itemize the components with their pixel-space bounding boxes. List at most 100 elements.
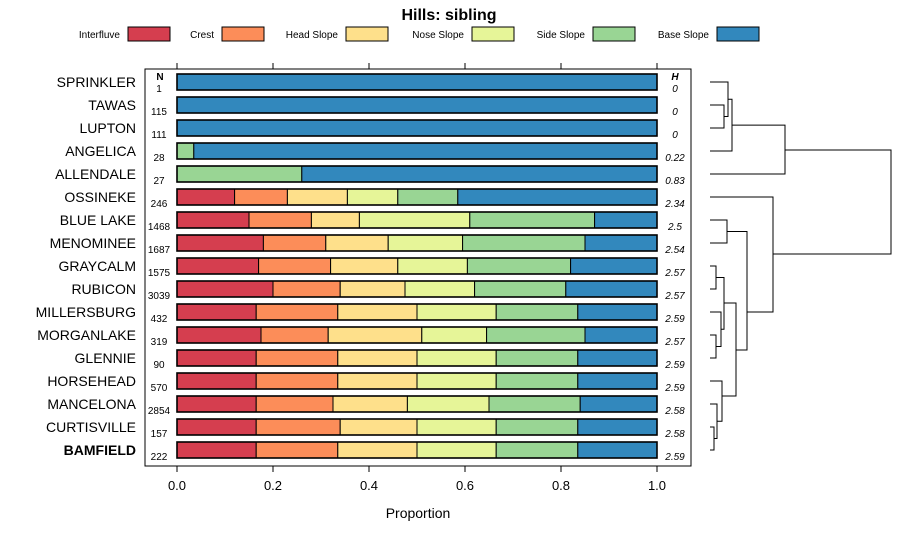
bar-segment bbox=[176, 395, 257, 413]
row-label: BLUE LAKE bbox=[60, 212, 136, 228]
legend-swatch bbox=[471, 26, 515, 42]
bar-segment bbox=[255, 372, 339, 390]
row-label: ANGELICA bbox=[65, 143, 136, 159]
bar-segment bbox=[176, 211, 250, 229]
bar-segment bbox=[176, 280, 274, 298]
n-value: 2854 bbox=[148, 406, 171, 417]
bar-segment bbox=[330, 257, 399, 275]
dendrogram-branch bbox=[710, 104, 725, 129]
bar-segment bbox=[495, 349, 579, 367]
legend-swatch bbox=[592, 26, 636, 42]
n-value: 115 bbox=[151, 107, 167, 118]
bar-segment bbox=[262, 234, 327, 252]
x-axis-label: Proportion bbox=[386, 505, 451, 521]
legend-swatch bbox=[127, 26, 171, 42]
bar-segment bbox=[176, 441, 257, 459]
row-label: SPRINKLER bbox=[57, 74, 136, 90]
h-value: 0.83 bbox=[665, 176, 685, 187]
h-value: 2.59 bbox=[664, 383, 685, 394]
bar-segment bbox=[469, 211, 596, 229]
x-tick-label: 0.6 bbox=[456, 478, 474, 493]
bar-segment bbox=[397, 188, 459, 206]
bar-outline bbox=[176, 372, 658, 390]
bar-segment bbox=[457, 188, 658, 206]
bar-outline bbox=[176, 142, 658, 160]
bar-segment bbox=[416, 418, 497, 436]
dendrogram-branch bbox=[710, 426, 715, 451]
bar-segment bbox=[397, 257, 468, 275]
x-tick-label: 0.8 bbox=[552, 478, 570, 493]
h-value: 2.5 bbox=[667, 222, 682, 233]
n-value: 1575 bbox=[148, 268, 171, 279]
legend: Interfluve Crest Head Slope Nose Slope Side … bbox=[79, 26, 760, 42]
n-value: 319 bbox=[151, 337, 168, 348]
h-value: 2.59 bbox=[664, 452, 685, 463]
bar-segment bbox=[337, 441, 418, 459]
h-value: 2.57 bbox=[664, 291, 685, 302]
bar-segment bbox=[577, 349, 658, 367]
bars bbox=[176, 73, 658, 459]
bar-segment bbox=[337, 349, 418, 367]
bar-segment bbox=[495, 418, 579, 436]
row-label: ALLENDALE bbox=[55, 166, 136, 182]
bar-outline bbox=[176, 96, 658, 114]
row-label: MENOMINEE bbox=[50, 235, 136, 251]
bar-outline bbox=[176, 280, 658, 298]
bar-segment bbox=[421, 326, 488, 344]
x-tick-label: 0.4 bbox=[360, 478, 378, 493]
row-label: RUBICON bbox=[71, 281, 136, 297]
bar-segment bbox=[570, 257, 658, 275]
x-tick-label: 1.0 bbox=[648, 478, 666, 493]
bar-outline bbox=[176, 349, 658, 367]
bar-segment bbox=[176, 234, 264, 252]
bar-segment bbox=[176, 73, 658, 91]
dendrogram-branch bbox=[710, 380, 723, 422]
bar-segment bbox=[193, 142, 658, 160]
bar-segment bbox=[577, 441, 658, 459]
n-value: 111 bbox=[151, 130, 167, 141]
x-axis: 0.0 0.2 0.4 0.6 0.8 1.0 bbox=[168, 466, 666, 493]
bar-segment bbox=[337, 372, 418, 390]
bar-segment bbox=[416, 372, 497, 390]
bar-outline bbox=[176, 165, 658, 183]
bar-segment bbox=[176, 303, 257, 321]
bar-segment bbox=[339, 418, 418, 436]
n-value: 1687 bbox=[148, 245, 171, 256]
bar-segment bbox=[577, 303, 658, 321]
bar-segment bbox=[406, 395, 490, 413]
h-value: 0 bbox=[672, 84, 678, 95]
n-value: 1468 bbox=[148, 222, 171, 233]
bar-outline bbox=[176, 73, 658, 91]
bar-segment bbox=[176, 188, 236, 206]
n-value: 3039 bbox=[148, 291, 171, 302]
h-value: 0 bbox=[672, 107, 678, 118]
legend-label: Head Slope bbox=[286, 30, 339, 41]
h-value: 2.58 bbox=[664, 429, 685, 440]
bar-segment bbox=[416, 441, 497, 459]
bar-segment bbox=[594, 211, 658, 229]
row-labels: SPRINKLER TAWAS LUPTON ANGELICA ALLENDALE OSS… bbox=[36, 74, 137, 458]
bar-segment bbox=[565, 280, 658, 298]
bar-segment bbox=[577, 372, 658, 390]
n-values: 1 115 111 28 27 246 1468 1687 1575 3039 432 319 90 57… bbox=[148, 84, 171, 463]
dendrogram-branch bbox=[710, 219, 728, 244]
bar-outline bbox=[176, 395, 658, 413]
row-label: MORGANLAKE bbox=[37, 327, 136, 343]
row-label: GRAYCALM bbox=[58, 258, 136, 274]
h-value: 2.59 bbox=[664, 314, 685, 325]
bar-segment bbox=[584, 326, 658, 344]
bar-segment bbox=[255, 303, 339, 321]
legend-label: Side Slope bbox=[537, 30, 586, 41]
n-value: 90 bbox=[153, 360, 165, 371]
x-tick-label: 0.0 bbox=[168, 478, 186, 493]
n-value: 570 bbox=[151, 383, 168, 394]
legend-label: Base Slope bbox=[658, 30, 710, 41]
bar-segment bbox=[176, 119, 658, 137]
n-value: 157 bbox=[151, 429, 168, 440]
n-value: 27 bbox=[153, 176, 165, 187]
bar-outline bbox=[176, 188, 658, 206]
bar-outline bbox=[176, 211, 658, 229]
bar-segment bbox=[176, 326, 262, 344]
bar-outline bbox=[176, 119, 658, 137]
n-value: 1 bbox=[156, 84, 162, 95]
